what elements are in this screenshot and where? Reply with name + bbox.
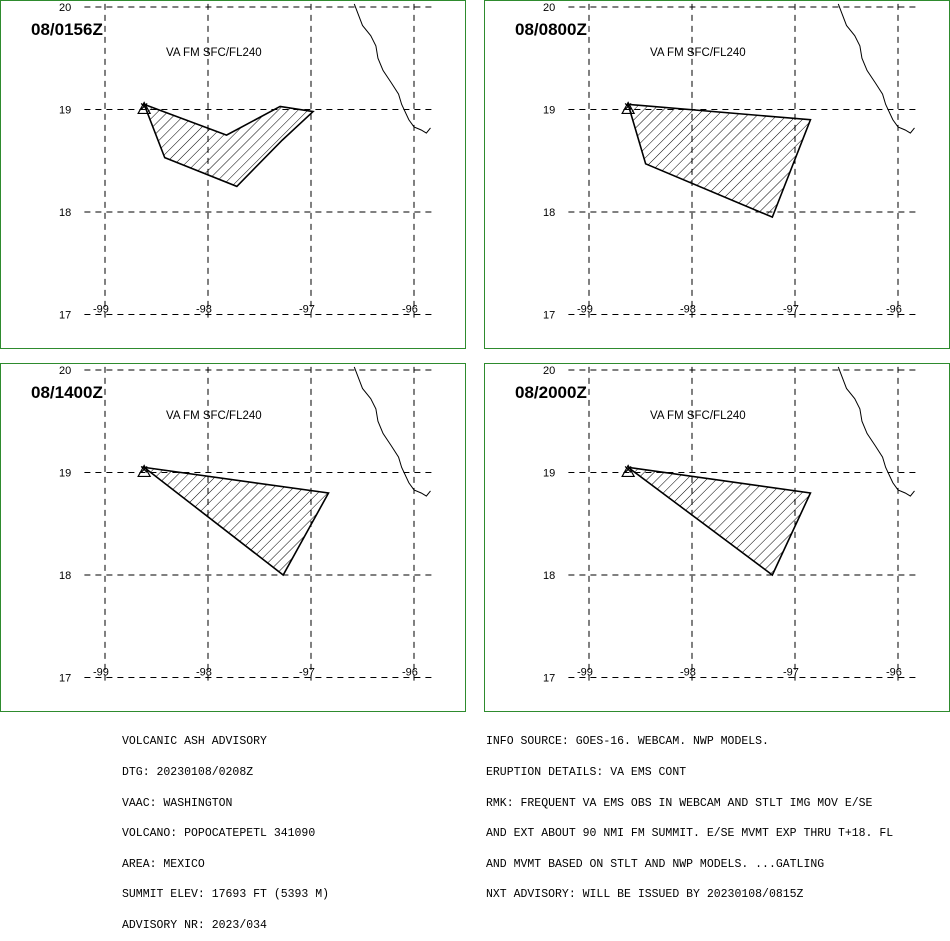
lon-tick-label: -98 [196, 304, 212, 316]
ash-cloud-polygon [141, 466, 330, 577]
forecast-panel-0: 20 19 18 17 -99 -98 -97 -96 08/0156Z VA FM SFC/FL… [0, 0, 466, 349]
lat-tick-label: 18 [59, 207, 71, 219]
volcano-x-icon [624, 466, 632, 473]
lon-tick-label: -96 [402, 667, 418, 679]
ash-cloud-polygon [627, 466, 812, 577]
advisory-line: AND EXT ABOUT 90 NMI FM SUMMIT. E/SE MVM… [486, 827, 894, 841]
lon-tick-label: -97 [783, 667, 799, 679]
lon-tick-label: -98 [680, 304, 696, 316]
forecast-panel-3: 20 19 18 17 -99 -98 -97 -96 08/2000Z VA FM SFC/FL… [484, 363, 950, 712]
coastline [837, 366, 915, 497]
lat-tick-label: 20 [59, 365, 71, 377]
lat-tick-label: 20 [543, 365, 555, 377]
advisory-info-left: VOLCANIC ASH ADVISORY DTG: 20230108/0208… [122, 717, 329, 941]
coastline [353, 366, 431, 497]
valid-time-label: 08/2000Z [515, 383, 587, 402]
lat-tick-label: 17 [543, 310, 555, 322]
ash-map: 20 19 18 17 -99 -98 -97 -96 08/0800Z VA FM SFC/FL… [515, 2, 919, 322]
volcano-x-icon [140, 103, 148, 110]
flight-level-label: VA FM SFC/FL240 [650, 410, 746, 422]
volcano-marker-icon [137, 101, 152, 115]
lon-tick-label: -96 [886, 667, 902, 679]
lon-tick-label: -99 [93, 667, 109, 679]
valid-time-label: 08/1400Z [31, 383, 103, 402]
advisory-line: VOLCANIC ASH ADVISORY [122, 735, 267, 749]
lat-tick-label: 18 [59, 570, 71, 582]
ash-cloud-polygon [142, 103, 315, 188]
lat-tick-label: 20 [543, 2, 555, 14]
lon-tick-label: -98 [196, 667, 212, 679]
lat-tick-label: 17 [59, 310, 71, 322]
advisory-info-right: INFO SOURCE: GOES-16. WEBCAM. NWP MODELS… [486, 717, 893, 911]
advisory-line: VOLCANO: POPOCATEPETL 341090 [122, 827, 316, 841]
advisory-line: ERUPTION DETAILS: VA EMS CONT [486, 766, 687, 780]
lat-tick-label: 19 [543, 105, 555, 117]
lon-tick-label: -97 [299, 667, 315, 679]
forecast-panel-2: 20 19 18 17 -99 -98 -97 -96 08/1400Z VA FM SFC/FL… [0, 363, 466, 712]
ash-cloud-polygon [627, 103, 812, 219]
advisory-line: AND MVMT BASED ON STLT AND NWP MODELS. .… [486, 857, 825, 871]
lat-tick-label: 17 [543, 673, 555, 685]
lat-tick-label: 17 [59, 673, 71, 685]
advisory-line: INFO SOURCE: GOES-16. WEBCAM. NWP MODELS… [486, 735, 769, 749]
ash-map: 20 19 18 17 -99 -98 -97 -96 08/2000Z VA FM SFC/FL… [515, 365, 919, 685]
volcano-marker-icon [621, 464, 636, 478]
advisory-line: SUMMIT ELEV: 17693 FT (5393 M) [122, 888, 330, 902]
lat-tick-label: 19 [59, 105, 71, 117]
lon-tick-label: -98 [680, 667, 696, 679]
flight-level-label: VA FM SFC/FL240 [650, 47, 746, 59]
lon-tick-label: -97 [783, 304, 799, 316]
ash-map: 20 19 18 17 -99 -98 -97 -96 08/0156Z VA FM SFC/FL… [31, 2, 435, 322]
lon-tick-label: -99 [577, 304, 593, 316]
advisory-line: AREA: MEXICO [122, 857, 205, 871]
coastline [837, 3, 915, 134]
lat-tick-label: 18 [543, 570, 555, 582]
lon-tick-label: -96 [402, 304, 418, 316]
flight-level-label: VA FM SFC/FL240 [166, 47, 262, 59]
ash-map: 20 19 18 17 -99 -98 -97 -96 08/1400Z VA FM SFC/FL… [31, 365, 435, 685]
advisory-line: RMK: FREQUENT VA EMS OBS IN WEBCAM AND S… [486, 796, 873, 810]
volcano-marker-icon [137, 464, 152, 478]
lat-tick-label: 19 [59, 468, 71, 480]
valid-time-label: 08/0156Z [31, 20, 103, 39]
advisory-line: VAAC: WASHINGTON [122, 796, 233, 810]
lon-tick-label: -96 [886, 304, 902, 316]
lon-tick-label: -97 [299, 304, 315, 316]
volcano-x-icon [624, 103, 632, 110]
advisory-line: DTG: 20230108/0208Z [122, 766, 254, 780]
flight-level-label: VA FM SFC/FL240 [166, 410, 262, 422]
lat-tick-label: 20 [59, 2, 71, 14]
lon-tick-label: -99 [93, 304, 109, 316]
volcano-marker-icon [621, 101, 636, 115]
forecast-panel-1: 20 19 18 17 -99 -98 -97 -96 08/0800Z VA FM SFC/FL… [484, 0, 950, 349]
lat-tick-label: 18 [543, 207, 555, 219]
lat-tick-label: 19 [543, 468, 555, 480]
coastline [353, 3, 431, 134]
advisory-line: NXT ADVISORY: WILL BE ISSUED BY 20230108… [486, 888, 804, 902]
advisory-line: ADVISORY NR: 2023/034 [122, 919, 267, 933]
volcano-x-icon [140, 466, 148, 473]
valid-time-label: 08/0800Z [515, 20, 587, 39]
lon-tick-label: -99 [577, 667, 593, 679]
